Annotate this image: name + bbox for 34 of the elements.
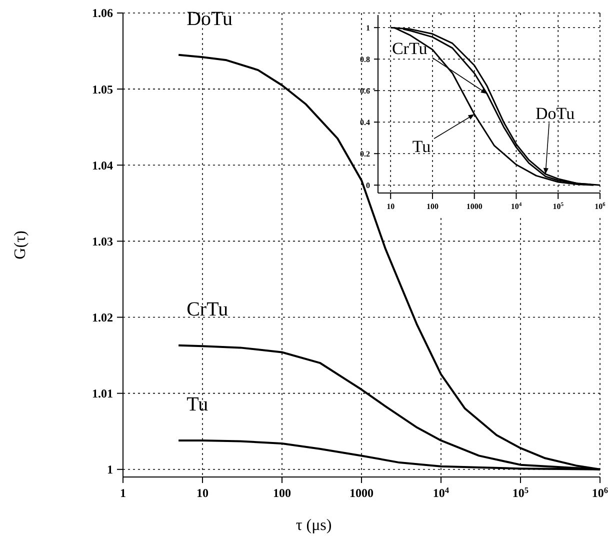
y-tick-label: 0.4 — [360, 118, 370, 127]
y-tick-label: 1 — [366, 23, 370, 32]
x-tick-label: 1000 — [350, 486, 374, 500]
x-tick-label: 10$^{5}$ — [552, 202, 564, 211]
y-tick-label: 0.8 — [360, 54, 370, 64]
y-tick-label: 1.01 — [92, 386, 113, 401]
series-label: DoTu — [186, 8, 233, 30]
y-tick-label: 0.2 — [360, 149, 370, 158]
series-label: CrTu — [392, 38, 428, 58]
x-tick-label: 10$^{6}$ — [594, 202, 606, 211]
x-tick-label: 10$^{4}$ — [510, 202, 522, 211]
text: Tu — [412, 137, 432, 156]
y-tick-label: 1 — [107, 462, 113, 477]
series-label: DoTu — [536, 104, 576, 124]
y-axis-title: G(τ) — [12, 230, 29, 260]
y-tick-label: 1.03 — [92, 234, 113, 248]
y-tick-label: 1.02 — [92, 310, 113, 324]
y-tick-label: 0.6 — [360, 86, 370, 96]
x-tick-label: 100 — [426, 202, 438, 211]
x-tick-label: 100 — [273, 486, 291, 500]
x-axis-title: τ (μs) — [296, 517, 332, 534]
x-tick-label: 10 — [386, 202, 395, 211]
y-tick-label: 0 — [366, 180, 370, 190]
x-tick-label: 1000 — [466, 202, 482, 211]
x-tick-label: 10 — [196, 486, 208, 500]
x-tick-label: 10$^{6}$ — [592, 486, 608, 500]
y-tick-label: 1.05 — [92, 82, 113, 96]
y-tick-label: 1.06 — [92, 6, 113, 20]
series-label: CrTu — [186, 298, 228, 320]
y-tick-label: 1.04 — [92, 158, 113, 172]
x-tick-label: 1 — [120, 486, 126, 500]
x-tick-label: 10$^{5}$ — [512, 486, 529, 500]
x-tick-label: 10$^{4}$ — [432, 486, 450, 500]
series-label: Tu — [186, 393, 208, 416]
